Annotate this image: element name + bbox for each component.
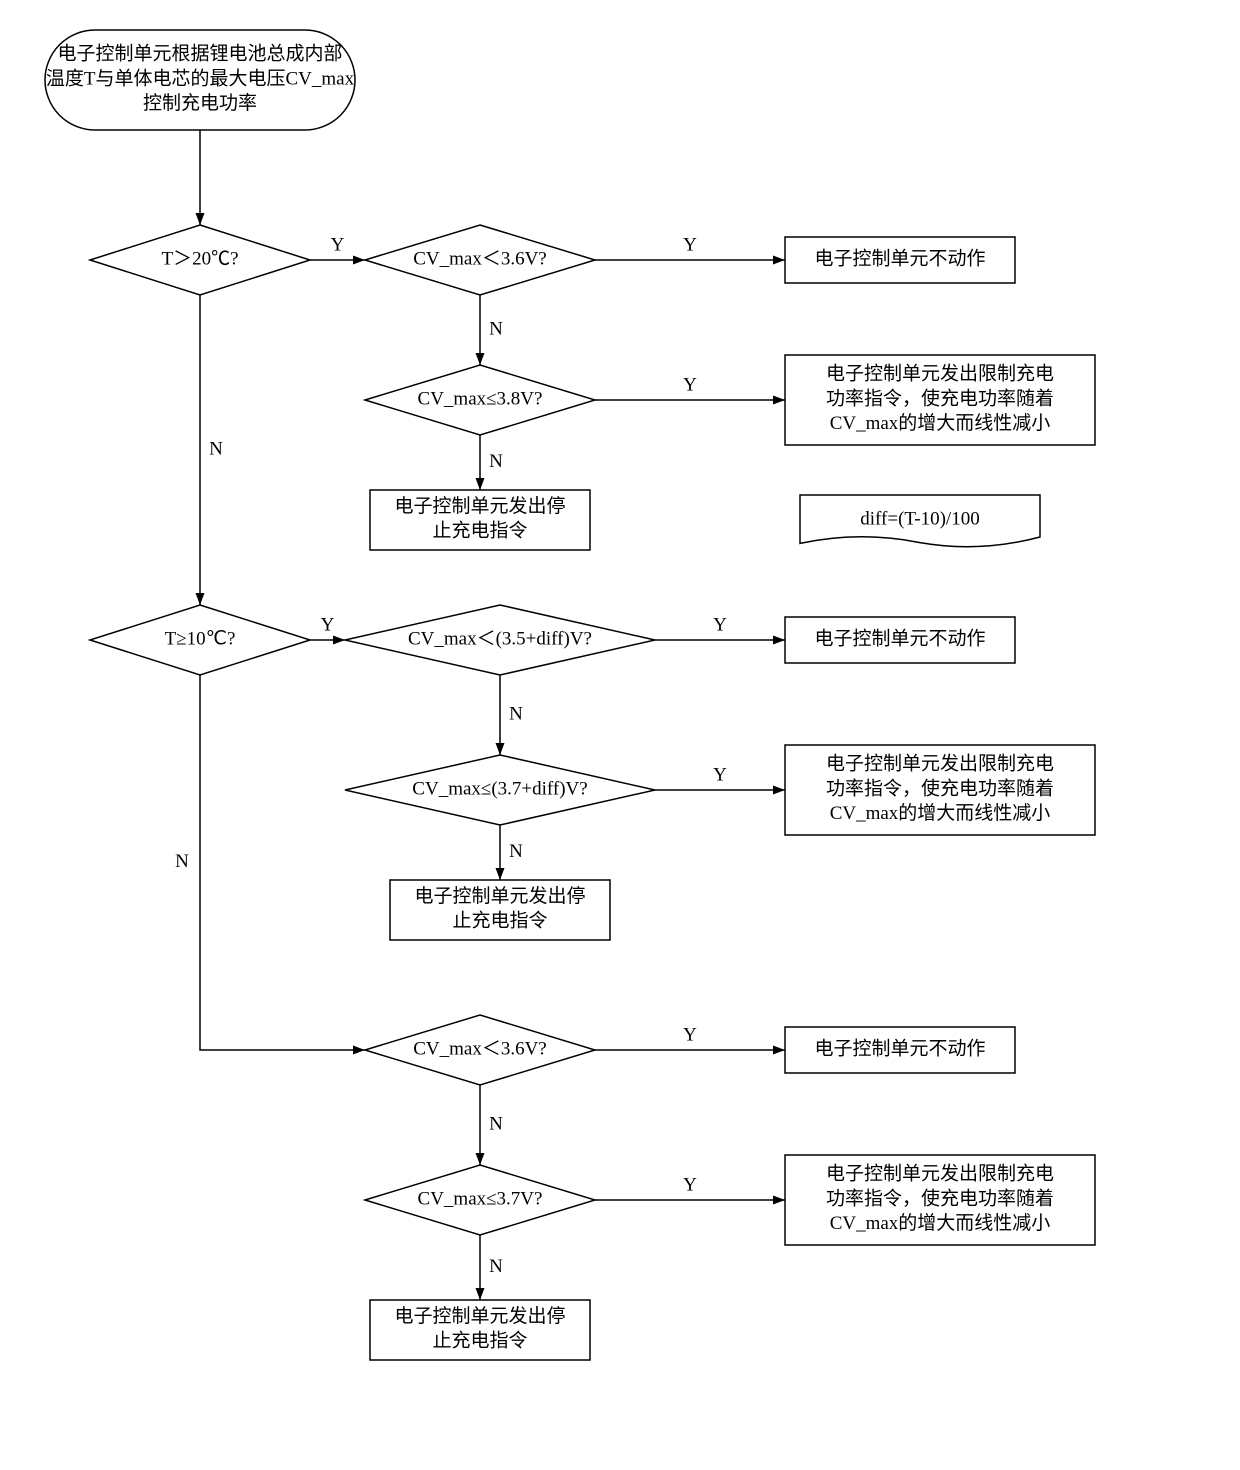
node-text: 控制充电功率 [143, 92, 257, 114]
edge-label: N [489, 318, 503, 339]
node-d_t10: T≥10℃? [90, 605, 310, 675]
node-text: CV_max的增大而线性减小 [830, 1212, 1051, 1234]
node-p_limit_c: 电子控制单元发出限制充电功率指令，使充电功率随着 CV_max的增大而线性减小 [785, 1155, 1095, 1245]
edge-label: Y [713, 764, 727, 785]
node-text: 止充电指令 [432, 520, 527, 542]
node-text: T≥10℃? [165, 628, 236, 649]
edge-label: Y [683, 374, 697, 395]
node-text: 电子控制单元发出限制充电 [826, 1163, 1054, 1185]
node-p_limit_b: 电子控制单元发出限制充电功率指令，使充电功率随着 CV_max的增大而线性减小 [785, 745, 1095, 835]
node-p_stop_c: 电子控制单元发出停止充电指令 [370, 1300, 590, 1360]
node-text: T＞20℃? [161, 248, 238, 269]
node-p_noact_c: 电子控制单元不动作 [785, 1027, 1015, 1073]
edge-label: N [509, 703, 523, 724]
node-text: CV_max≤3.8V? [418, 388, 543, 409]
node-text: 电子控制单元不动作 [814, 627, 985, 649]
edge-label: N [489, 1256, 503, 1277]
node-text: CV_max的增大而线性减小 [830, 802, 1051, 824]
edge-label: Y [331, 234, 345, 255]
node-start: 电子控制单元根据锂电池总成内部温度T与单体电芯的最大电压CV_max 控制充电功率 [45, 30, 355, 130]
edge-label: N [175, 851, 189, 872]
edge [200, 675, 365, 1050]
edge-label: Y [713, 614, 727, 635]
edge-label: Y [321, 614, 335, 635]
node-d_t20: T＞20℃? [90, 225, 310, 295]
node-text: 电子控制单元发出停 [394, 495, 565, 517]
edge-label: Y [683, 1174, 697, 1195]
edge-label: N [509, 841, 523, 862]
edge-label: Y [683, 1024, 697, 1045]
node-diffnote: diff=(T-10)/100 [800, 495, 1040, 547]
node-text: 止充电指令 [432, 1330, 527, 1352]
node-d_cv35d: CV_max＜(3.5+diff)V? [345, 605, 655, 675]
node-p_noact_a: 电子控制单元不动作 [785, 237, 1015, 283]
edge-label: N [209, 438, 223, 459]
node-text: 功率指令，使充电功率随着 [826, 387, 1054, 409]
edge-label: N [489, 451, 503, 472]
node-p_stop_b: 电子控制单元发出停止充电指令 [390, 880, 610, 940]
node-d_cv36a: CV_max＜3.6V? [365, 225, 595, 295]
node-text: CV_max＜3.6V? [413, 248, 547, 269]
node-d_cv38: CV_max≤3.8V? [365, 365, 595, 435]
node-text: CV_max≤3.7V? [418, 1188, 543, 1209]
node-text: 电子控制单元根据锂电池总成内部 [57, 43, 342, 65]
edge-label: N [489, 1113, 503, 1134]
node-text: CV_max的增大而线性减小 [830, 412, 1051, 434]
node-p_noact_b: 电子控制单元不动作 [785, 617, 1015, 663]
node-text: CV_max＜(3.5+diff)V? [408, 628, 592, 649]
node-text: 电子控制单元不动作 [814, 1037, 985, 1059]
node-p_limit_a: 电子控制单元发出限制充电功率指令，使充电功率随着 CV_max的增大而线性减小 [785, 355, 1095, 445]
node-text: 电子控制单元发出停 [414, 885, 585, 907]
node-text: 电子控制单元发出限制充电 [826, 753, 1054, 775]
node-text: 电子控制单元发出停 [394, 1305, 565, 1327]
node-text: 功率指令，使充电功率随着 [826, 777, 1054, 799]
node-text: 止充电指令 [452, 910, 547, 932]
node-text: diff=(T-10)/100 [860, 508, 979, 529]
node-d_cv37c: CV_max≤3.7V? [365, 1165, 595, 1235]
node-text: CV_max＜3.6V? [413, 1038, 547, 1059]
node-text: 电子控制单元发出限制充电 [826, 363, 1054, 385]
node-text: 温度T与单体电芯的最大电压CV_max [46, 67, 355, 89]
node-p_stop_a: 电子控制单元发出停止充电指令 [370, 490, 590, 550]
node-text: 电子控制单元不动作 [814, 247, 985, 269]
node-d_cv36c: CV_max＜3.6V? [365, 1015, 595, 1085]
node-text: 功率指令，使充电功率随着 [826, 1187, 1054, 1209]
node-text: CV_max≤(3.7+diff)V? [412, 778, 587, 799]
flowchart-canvas: Y Y N Y N N Y Y N Y N N Y N Y N 电子控制单元根据锂电池总成内部温度T与单体电芯的… [0, 0, 1240, 1470]
edge-label: Y [683, 234, 697, 255]
node-d_cv37d: CV_max≤(3.7+diff)V? [345, 755, 655, 825]
